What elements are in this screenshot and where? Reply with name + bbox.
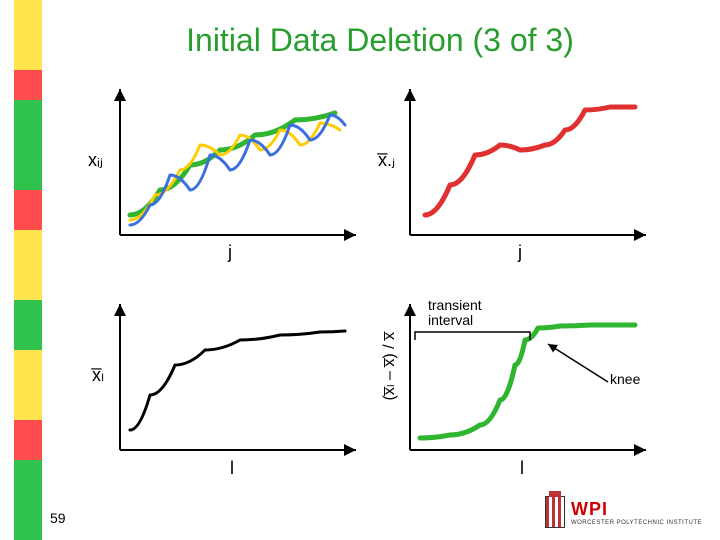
- wpi-logo-text: WPI WORCESTER POLYTECHNIC INSTITUTE: [571, 499, 702, 526]
- wpi-tower-icon: [545, 496, 565, 528]
- annotation-transient-interval: transient interval: [428, 298, 482, 329]
- chart-tl-xlabel: j: [228, 242, 232, 263]
- chart-br-xlabel: l: [520, 458, 524, 479]
- slide-number: 59: [50, 510, 66, 526]
- chart-bl-ylabel: x̅ₗ: [92, 365, 104, 386]
- annotation-transient-line2: interval: [428, 312, 473, 328]
- chart-bl-xlabel: l: [230, 458, 234, 479]
- chart-tr-xlabel: j: [518, 242, 522, 263]
- slide: Initial Data Deletion (3 of 3) xᵢⱼ j x̅.…: [0, 0, 720, 540]
- charts-canvas: [0, 0, 720, 540]
- wpi-logo: WPI WORCESTER POLYTECHNIC INSTITUTE: [545, 496, 702, 528]
- chart-tr-ylabel: x̅.ⱼ: [378, 150, 395, 171]
- chart-br-ylabel: (x̅ₗ – x̅) / x̅: [380, 332, 399, 400]
- wpi-logo-subtitle: WORCESTER POLYTECHNIC INSTITUTE: [571, 520, 702, 526]
- annotation-knee: knee: [610, 372, 640, 387]
- annotation-transient-line1: transient: [428, 297, 482, 313]
- chart-tl-ylabel: xᵢⱼ: [88, 150, 103, 171]
